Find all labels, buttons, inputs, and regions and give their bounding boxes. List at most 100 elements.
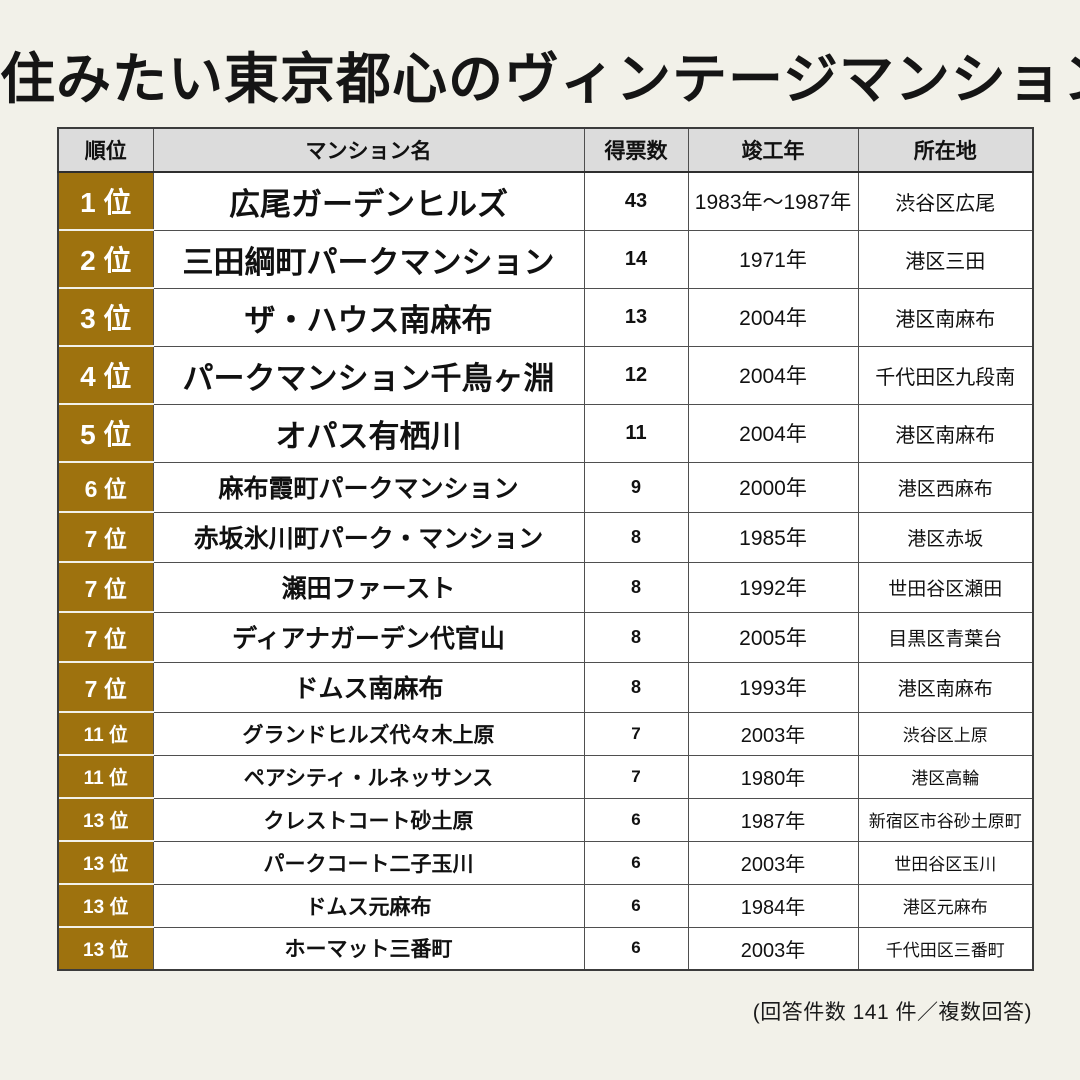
column-header-location: 所在地 [857,127,1034,173]
votes-cell: 12 [583,345,689,405]
location-cell: 千代田区九段南 [857,345,1034,405]
votes-cell: 6 [583,840,689,885]
ranking-table: 順位 マンション名 得票数 竣工年 所在地 1 位広尾ガーデンヒルズ 43 1983… [57,127,1034,971]
location-cell: 世田谷区瀬田 [857,561,1034,613]
rank-cell: 13 位 [57,840,154,885]
rank-cell: 4 位 [57,345,154,405]
table-row: 2 位三田綱町パークマンション 14 1971年 港区三田 [57,229,1034,289]
table-row: 1 位広尾ガーデンヒルズ 43 1983年～1987年 渋谷区広尾 [57,171,1034,231]
votes-cell: 8 [583,611,689,663]
table-row: 11 位ペアシティ・ルネッサンス 7 1980年 港区高輪 [57,754,1034,799]
column-header-rank: 順位 [57,127,154,173]
table-header-row: 順位 マンション名 得票数 竣工年 所在地 [57,127,1034,173]
mansion-name-cell: ディアナガーデン代官山 [152,611,585,663]
rank-cell: 13 位 [57,883,154,928]
location-cell: 世田谷区玉川 [857,840,1034,885]
completion-year-cell: 1983年～1987年 [687,171,859,231]
location-cell: 港区三田 [857,229,1034,289]
completion-year-cell: 2004年 [687,287,859,347]
location-cell: 港区南麻布 [857,661,1034,713]
table-row: 13 位クレストコート砂土原 6 1987年 新宿区市谷砂土原町 [57,797,1034,842]
completion-year-cell: 1993年 [687,661,859,713]
completion-year-cell: 1971年 [687,229,859,289]
rank-cell: 1 位 [57,171,154,231]
rank-cell: 5 位 [57,403,154,463]
mansion-name-cell: ザ・ハウス南麻布 [152,287,585,347]
mansion-name-cell: 瀬田ファースト [152,561,585,613]
table-row: 13 位ドムス元麻布 6 1984年 港区元麻布 [57,883,1034,928]
table-row: 4 位パークマンション千鳥ヶ淵 12 2004年 千代田区九段南 [57,345,1034,405]
mansion-name-cell: 三田綱町パークマンション [152,229,585,289]
votes-cell: 7 [583,711,689,756]
location-cell: 港区西麻布 [857,461,1034,513]
votes-cell: 14 [583,229,689,289]
votes-cell: 6 [583,797,689,842]
completion-year-cell: 2003年 [687,926,859,971]
table-row: 7 位ドムス南麻布 8 1993年 港区南麻布 [57,661,1034,713]
table-row: 13 位パークコート二子玉川 6 2003年 世田谷区玉川 [57,840,1034,885]
completion-year-cell: 2004年 [687,403,859,463]
table-row: 7 位瀬田ファースト 8 1992年 世田谷区瀬田 [57,561,1034,613]
table-row: 7 位ディアナガーデン代官山 8 2005年 目黒区青葉台 [57,611,1034,663]
rank-cell: 11 位 [57,754,154,799]
table-row: 11 位グランドヒルズ代々木上原 7 2003年 渋谷区上原 [57,711,1034,756]
mansion-name-cell: ドムス南麻布 [152,661,585,713]
response-count-note: (回答件数 141 件／複数回答) [752,1001,1032,1024]
location-cell: 目黒区青葉台 [857,611,1034,663]
rank-cell: 13 位 [57,797,154,842]
mansion-name-cell: 麻布霞町パークマンション [152,461,585,513]
rank-cell: 13 位 [57,926,154,971]
rank-cell: 2 位 [57,229,154,289]
location-cell: 港区赤坂 [857,511,1034,563]
votes-cell: 11 [583,403,689,463]
table-row: 5 位オパス有栖川 11 2004年 港区南麻布 [57,403,1034,463]
mansion-name-cell: クレストコート砂土原 [152,797,585,842]
completion-year-cell: 1987年 [687,797,859,842]
location-cell: 渋谷区広尾 [857,171,1034,231]
completion-year-cell: 2005年 [687,611,859,663]
votes-cell: 7 [583,754,689,799]
completion-year-cell: 1992年 [687,561,859,613]
column-header-name: マンション名 [152,127,585,173]
rank-cell: 11 位 [57,711,154,756]
completion-year-cell: 2003年 [687,840,859,885]
votes-cell: 9 [583,461,689,513]
mansion-name-cell: ペアシティ・ルネッサンス [152,754,585,799]
table-row: 13 位ホーマット三番町 6 2003年 千代田区三番町 [57,926,1034,971]
location-cell: 渋谷区上原 [857,711,1034,756]
votes-cell: 13 [583,287,689,347]
location-cell: 港区南麻布 [857,287,1034,347]
location-cell: 千代田区三番町 [857,926,1034,971]
location-cell: 港区高輪 [857,754,1034,799]
location-cell: 港区元麻布 [857,883,1034,928]
column-header-votes: 得票数 [583,127,689,173]
votes-cell: 8 [583,511,689,563]
votes-cell: 8 [583,561,689,613]
location-cell: 新宿区市谷砂土原町 [857,797,1034,842]
table-row: 6 位麻布霞町パークマンション 9 2000年 港区西麻布 [57,461,1034,513]
mansion-name-cell: ホーマット三番町 [152,926,585,971]
votes-cell: 43 [583,171,689,231]
rank-cell: 7 位 [57,611,154,663]
completion-year-cell: 1985年 [687,511,859,563]
rank-cell: 7 位 [57,561,154,613]
mansion-name-cell: パークコート二子玉川 [152,840,585,885]
completion-year-cell: 2000年 [687,461,859,513]
table-row: 7 位赤坂氷川町パーク・マンション 8 1985年 港区赤坂 [57,511,1034,563]
mansion-name-cell: 広尾ガーデンヒルズ [152,171,585,231]
votes-cell: 6 [583,883,689,928]
rank-cell: 3 位 [57,287,154,347]
mansion-name-cell: パークマンション千鳥ヶ淵 [152,345,585,405]
mansion-name-cell: ドムス元麻布 [152,883,585,928]
completion-year-cell: 1980年 [687,754,859,799]
completion-year-cell: 1984年 [687,883,859,928]
table-row: 3 位ザ・ハウス南麻布 13 2004年 港区南麻布 [57,287,1034,347]
page-title: 住みたい東京都心のヴィンテージマンションは? [0,49,1080,110]
mansion-name-cell: 赤坂氷川町パーク・マンション [152,511,585,563]
completion-year-cell: 2003年 [687,711,859,756]
location-cell: 港区南麻布 [857,403,1034,463]
completion-year-cell: 2004年 [687,345,859,405]
mansion-name-cell: グランドヒルズ代々木上原 [152,711,585,756]
rank-cell: 7 位 [57,511,154,563]
ranking-table-body: 1 位広尾ガーデンヒルズ 43 1983年～1987年 渋谷区広尾 2 位三田綱町パーク… [57,171,1034,971]
